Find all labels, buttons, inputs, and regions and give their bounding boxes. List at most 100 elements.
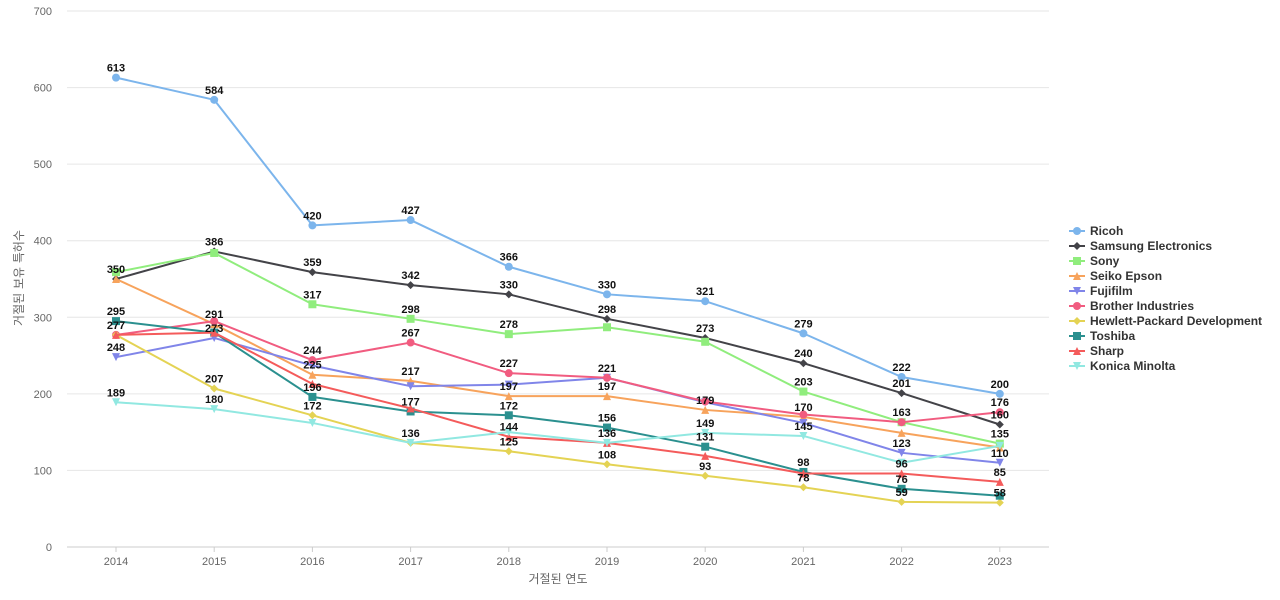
- series-group: [112, 73, 1004, 507]
- data-point: [995, 408, 1004, 417]
- data-label: 298: [401, 304, 419, 316]
- data-point: [701, 397, 710, 406]
- x-axis: 2014 2015 2016 2017 2018 2019 2020 2021 2022 2023: [104, 547, 1012, 568]
- data-point: [995, 458, 1004, 467]
- data-point: [308, 392, 317, 401]
- data-point: [504, 428, 513, 437]
- data-label: 163: [892, 407, 910, 419]
- data-point: [406, 382, 415, 391]
- data-point: [210, 328, 219, 337]
- legend-item-konica-minolta[interactable]: Konica Minolta: [1069, 359, 1176, 373]
- x-tick-label: 2017: [398, 556, 422, 568]
- data-label: 58: [994, 488, 1006, 500]
- data-point: [799, 483, 808, 492]
- legend-item-fujifilm[interactable]: Fujifilm: [1069, 284, 1133, 298]
- data-label: 136: [401, 428, 419, 440]
- x-tick-label: 2014: [104, 556, 128, 568]
- data-label: 110: [991, 448, 1009, 460]
- data-point: [897, 497, 906, 506]
- data-point: [308, 356, 317, 365]
- data-label: 342: [401, 270, 419, 282]
- legend-marker: [1073, 257, 1081, 265]
- legend-item-hewlett-packard-development[interactable]: Hewlett-Packard Development: [1069, 314, 1262, 328]
- data-label: 149: [696, 418, 714, 430]
- data-label: 366: [500, 252, 518, 264]
- data-point: [406, 338, 415, 347]
- data-label: 123: [892, 438, 910, 450]
- data-point: [799, 410, 808, 419]
- data-point: [897, 418, 906, 427]
- legend-marker: [1073, 272, 1081, 280]
- data-point: [995, 491, 1004, 500]
- legend-label: Hewlett-Packard Development: [1090, 314, 1262, 328]
- data-label: 145: [794, 421, 812, 433]
- data-label: 85: [994, 467, 1006, 479]
- data-label: 420: [303, 210, 321, 222]
- data-label: 359: [303, 257, 321, 269]
- data-label: 298: [598, 304, 616, 316]
- data-label: 317: [303, 289, 321, 301]
- data-point: [897, 428, 906, 437]
- data-point: [504, 432, 513, 441]
- data-point: [995, 441, 1004, 450]
- series-line: [115, 333, 1001, 504]
- data-label: 144: [500, 422, 519, 434]
- data-label: 197: [500, 381, 518, 393]
- data-point: [603, 290, 611, 299]
- data-label: 135: [991, 429, 1009, 441]
- series-line: [115, 251, 1001, 445]
- data-point: [799, 359, 808, 368]
- data-point: [406, 216, 415, 225]
- y-tick-label: 400: [34, 236, 52, 248]
- data-point: [210, 405, 219, 414]
- legend-label: Fujifilm: [1090, 284, 1133, 298]
- legend-item-seiko-epson[interactable]: Seiko Epson: [1069, 269, 1162, 283]
- data-point: [897, 484, 906, 493]
- data-label: 295: [107, 306, 125, 318]
- data-label: 59: [895, 487, 907, 499]
- data-label: 108: [598, 449, 616, 461]
- data-label: 172: [303, 400, 321, 412]
- legend-item-toshiba[interactable]: Toshiba: [1069, 329, 1135, 343]
- data-label: 207: [205, 373, 223, 385]
- y-tick-label: 0: [46, 542, 52, 554]
- data-point: [897, 373, 906, 382]
- legend-item-brother-industries[interactable]: Brother Industries: [1069, 299, 1194, 313]
- data-point: [406, 281, 415, 290]
- x-tick-label: 2019: [595, 556, 619, 568]
- data-point: [799, 469, 808, 478]
- legend-item-samsung-electronics[interactable]: Samsung Electronics: [1069, 239, 1212, 253]
- legend-item-sharp[interactable]: Sharp: [1069, 344, 1124, 358]
- data-point: [308, 418, 317, 427]
- data-label: 240: [794, 348, 812, 360]
- data-point: [112, 268, 120, 277]
- data-label: 222: [892, 362, 910, 374]
- y-tick-label: 300: [34, 312, 52, 324]
- data-point: [799, 431, 808, 440]
- y-axis: 0 100 200 300 400 500 600 700: [34, 6, 52, 554]
- legend-marker: [1073, 362, 1081, 370]
- legend-label: Sony: [1090, 254, 1120, 268]
- x-tick-label: 2018: [497, 556, 521, 568]
- data-point: [112, 73, 120, 82]
- data-label: 160: [991, 409, 1009, 421]
- data-point: [406, 314, 415, 323]
- legend-item-sony[interactable]: Sony: [1069, 254, 1120, 268]
- data-point: [210, 317, 219, 326]
- data-label: 196: [303, 382, 321, 394]
- legend-marker: [1073, 287, 1081, 295]
- legend-item-ricoh[interactable]: Ricoh: [1069, 224, 1123, 238]
- data-label: 172: [500, 400, 518, 412]
- data-label: 98: [797, 457, 809, 469]
- data-point: [897, 389, 906, 398]
- legend-marker: [1073, 317, 1081, 325]
- series-sharp: [112, 328, 1004, 486]
- data-point: [701, 297, 710, 306]
- data-point: [308, 370, 317, 379]
- series-ricoh: [112, 73, 1004, 398]
- data-label: 197: [598, 381, 616, 393]
- y-tick-label: 700: [34, 6, 52, 18]
- series-line: [115, 320, 1001, 497]
- data-point: [701, 471, 710, 480]
